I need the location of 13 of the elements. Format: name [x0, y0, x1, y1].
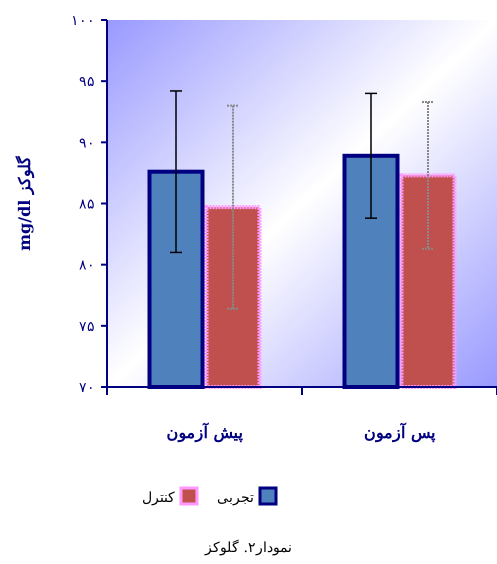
y-axis-title: mg/dl گلوکز — [15, 156, 35, 251]
legend-label: کنترل — [142, 490, 175, 506]
y-tick-label: ۷۵ — [79, 318, 95, 335]
y-tick-label: ۹۰ — [79, 135, 95, 152]
y-tick-label: ۹۵ — [79, 74, 95, 90]
y-tick-label: ۷۰ — [79, 380, 95, 396]
y-tick-label: ۸۰ — [79, 258, 95, 274]
x-tick-label: پیش آزمون — [166, 421, 244, 443]
y-tick-label: ۱۰۰ — [71, 13, 95, 29]
legend-label: تجربی — [217, 490, 254, 506]
x-tick-label: پس آزمون — [364, 421, 436, 443]
y-tick-label: ۸۵ — [79, 196, 95, 212]
text: نمودار۲. گلوکز — [204, 539, 292, 556]
